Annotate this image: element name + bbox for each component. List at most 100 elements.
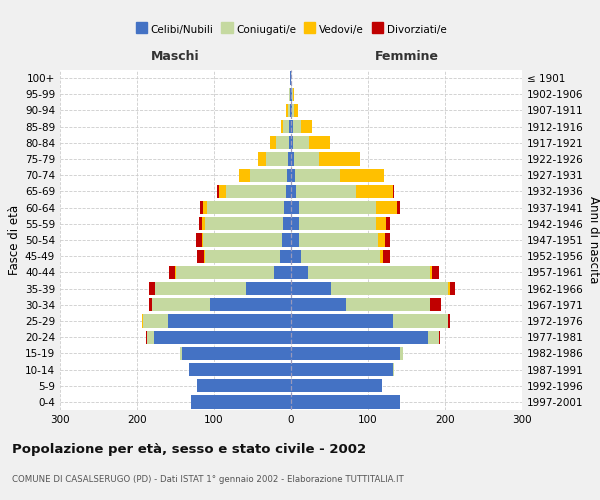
Bar [346,298,430,312]
Bar [430,266,432,279]
Bar [400,346,403,360]
Bar [204,250,205,263]
Bar [290,88,291,101]
Bar [291,298,346,312]
Bar [169,266,175,279]
Bar [296,185,356,198]
Bar [293,120,301,134]
Bar [152,298,210,312]
Bar [291,234,299,246]
Bar [397,201,400,214]
Bar [176,266,274,279]
Bar [190,363,291,376]
Bar [289,120,291,134]
Bar [202,234,203,246]
Bar [291,120,293,134]
Bar [356,185,394,198]
Bar [294,104,298,117]
Bar [197,379,291,392]
Bar [291,136,293,149]
Bar [376,201,397,214]
Bar [430,298,441,312]
Bar [289,88,290,101]
Bar [340,168,384,182]
Text: COMUNE DI CASALSERUGO (PD) - Dati ISTAT 1° gennaio 2002 - Elaborazione TUTTITALI: COMUNE DI CASALSERUGO (PD) - Dati ISTAT … [12,475,404,484]
Bar [449,282,455,295]
Bar [247,282,291,295]
Bar [293,88,294,101]
Bar [385,234,391,246]
Bar [218,185,226,198]
Bar [292,88,293,101]
Bar [274,266,291,279]
Y-axis label: Anni di nascita: Anni di nascita [587,196,600,284]
Bar [291,282,331,295]
Bar [180,346,182,360]
Bar [142,314,143,328]
Bar [432,266,439,279]
Bar [287,168,291,182]
Bar [202,217,205,230]
Bar [291,217,299,230]
Bar [286,185,291,198]
Bar [203,234,282,246]
Bar [239,168,250,182]
Bar [291,330,428,344]
Bar [207,201,284,214]
Bar [299,217,376,230]
Bar [378,234,385,246]
Bar [291,250,301,263]
Bar [281,120,283,134]
Bar [283,120,289,134]
Bar [286,104,288,117]
Bar [155,282,247,295]
Bar [331,282,448,295]
Bar [199,217,202,230]
Bar [291,266,308,279]
Bar [288,152,291,166]
Bar [258,152,266,166]
Bar [292,104,294,117]
Bar [146,330,147,344]
Bar [301,120,312,134]
Bar [283,217,291,230]
Bar [200,201,203,214]
Bar [205,250,280,263]
Bar [210,298,291,312]
Bar [290,104,291,117]
Bar [250,168,287,182]
Bar [392,314,448,328]
Bar [182,346,291,360]
Bar [386,217,389,230]
Bar [154,330,291,344]
Bar [147,330,154,344]
Bar [197,250,204,263]
Bar [266,152,288,166]
Bar [291,168,295,182]
Bar [293,136,309,149]
Bar [428,330,439,344]
Bar [294,152,319,166]
Bar [205,217,283,230]
Bar [175,266,176,279]
Text: Maschi: Maschi [151,50,200,63]
Bar [282,234,291,246]
Bar [291,104,292,117]
Bar [291,379,382,392]
Bar [217,185,218,198]
Bar [291,396,400,408]
Bar [301,250,380,263]
Bar [291,185,296,198]
Bar [203,201,207,214]
Bar [291,314,392,328]
Text: Femmine: Femmine [374,50,439,63]
Bar [376,217,386,230]
Bar [168,314,291,328]
Bar [288,104,290,117]
Bar [280,250,291,263]
Bar [191,396,291,408]
Bar [383,250,391,263]
Bar [291,88,292,101]
Bar [290,72,291,85]
Bar [291,201,299,214]
